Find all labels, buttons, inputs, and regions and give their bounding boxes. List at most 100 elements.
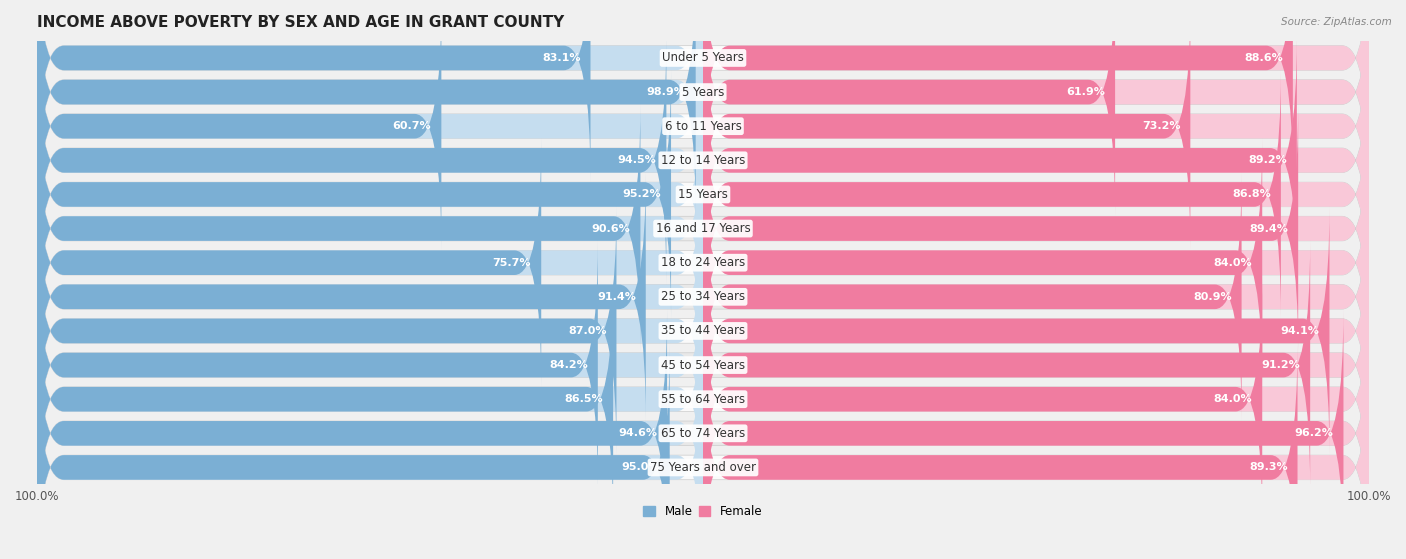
- FancyBboxPatch shape: [37, 105, 703, 353]
- Text: 65 to 74 Years: 65 to 74 Years: [661, 427, 745, 440]
- Text: 75 Years and over: 75 Years and over: [650, 461, 756, 474]
- FancyBboxPatch shape: [703, 241, 1310, 489]
- FancyBboxPatch shape: [37, 309, 666, 557]
- FancyBboxPatch shape: [37, 173, 703, 421]
- Text: 91.2%: 91.2%: [1261, 360, 1301, 370]
- Text: 89.3%: 89.3%: [1249, 462, 1288, 472]
- Text: 12 to 14 Years: 12 to 14 Years: [661, 154, 745, 167]
- Text: 95.0%: 95.0%: [621, 462, 659, 472]
- Text: 95.2%: 95.2%: [623, 190, 661, 200]
- FancyBboxPatch shape: [703, 70, 1369, 319]
- Text: 94.5%: 94.5%: [617, 155, 657, 165]
- FancyBboxPatch shape: [37, 343, 1369, 559]
- FancyBboxPatch shape: [37, 105, 640, 353]
- FancyBboxPatch shape: [37, 0, 591, 182]
- FancyBboxPatch shape: [703, 2, 1369, 250]
- FancyBboxPatch shape: [37, 207, 1369, 455]
- FancyBboxPatch shape: [703, 309, 1369, 557]
- FancyBboxPatch shape: [703, 241, 1369, 489]
- FancyBboxPatch shape: [37, 241, 703, 489]
- Text: 5 Years: 5 Years: [682, 86, 724, 98]
- Text: Source: ZipAtlas.com: Source: ZipAtlas.com: [1281, 17, 1392, 27]
- FancyBboxPatch shape: [703, 0, 1115, 216]
- Text: 16 and 17 Years: 16 and 17 Years: [655, 222, 751, 235]
- FancyBboxPatch shape: [37, 207, 703, 455]
- FancyBboxPatch shape: [37, 275, 703, 523]
- FancyBboxPatch shape: [703, 207, 1369, 455]
- Text: 60.7%: 60.7%: [392, 121, 432, 131]
- Text: 84.0%: 84.0%: [1213, 394, 1253, 404]
- Text: 94.6%: 94.6%: [619, 428, 657, 438]
- FancyBboxPatch shape: [703, 207, 1330, 455]
- FancyBboxPatch shape: [703, 36, 1369, 285]
- Text: 73.2%: 73.2%: [1142, 121, 1181, 131]
- FancyBboxPatch shape: [37, 309, 703, 557]
- FancyBboxPatch shape: [37, 207, 616, 455]
- FancyBboxPatch shape: [37, 70, 1369, 319]
- Text: 75.7%: 75.7%: [492, 258, 531, 268]
- FancyBboxPatch shape: [703, 173, 1241, 421]
- Text: 25 to 34 Years: 25 to 34 Years: [661, 290, 745, 304]
- Text: 89.2%: 89.2%: [1249, 155, 1286, 165]
- FancyBboxPatch shape: [37, 105, 1369, 353]
- FancyBboxPatch shape: [703, 139, 1369, 387]
- Legend: Male, Female: Male, Female: [638, 500, 768, 523]
- Text: 88.6%: 88.6%: [1244, 53, 1282, 63]
- FancyBboxPatch shape: [703, 70, 1281, 319]
- FancyBboxPatch shape: [703, 343, 1369, 559]
- FancyBboxPatch shape: [37, 275, 613, 523]
- FancyBboxPatch shape: [37, 36, 1369, 285]
- Text: 80.9%: 80.9%: [1192, 292, 1232, 302]
- Text: 45 to 54 Years: 45 to 54 Years: [661, 358, 745, 372]
- FancyBboxPatch shape: [703, 105, 1369, 353]
- FancyBboxPatch shape: [37, 139, 1369, 387]
- FancyBboxPatch shape: [37, 139, 703, 387]
- FancyBboxPatch shape: [37, 2, 1369, 250]
- FancyBboxPatch shape: [703, 0, 1369, 216]
- FancyBboxPatch shape: [37, 36, 666, 285]
- Text: 96.2%: 96.2%: [1295, 428, 1333, 438]
- FancyBboxPatch shape: [703, 343, 1298, 559]
- FancyBboxPatch shape: [703, 36, 1296, 285]
- FancyBboxPatch shape: [37, 0, 703, 216]
- FancyBboxPatch shape: [37, 241, 1369, 489]
- Text: 84.2%: 84.2%: [550, 360, 588, 370]
- FancyBboxPatch shape: [703, 309, 1344, 557]
- FancyBboxPatch shape: [37, 343, 703, 559]
- Text: 87.0%: 87.0%: [568, 326, 606, 336]
- FancyBboxPatch shape: [37, 241, 598, 489]
- Text: 35 to 44 Years: 35 to 44 Years: [661, 324, 745, 338]
- FancyBboxPatch shape: [37, 343, 669, 559]
- Text: 89.4%: 89.4%: [1250, 224, 1288, 234]
- FancyBboxPatch shape: [703, 139, 1263, 387]
- Text: 86.8%: 86.8%: [1232, 190, 1271, 200]
- FancyBboxPatch shape: [37, 70, 671, 319]
- FancyBboxPatch shape: [703, 105, 1298, 353]
- Text: 15 Years: 15 Years: [678, 188, 728, 201]
- Text: 83.1%: 83.1%: [541, 53, 581, 63]
- FancyBboxPatch shape: [37, 309, 1369, 557]
- FancyBboxPatch shape: [703, 275, 1263, 523]
- Text: 18 to 24 Years: 18 to 24 Years: [661, 256, 745, 269]
- FancyBboxPatch shape: [37, 173, 645, 421]
- FancyBboxPatch shape: [37, 0, 1369, 216]
- FancyBboxPatch shape: [703, 2, 1191, 250]
- Text: 86.5%: 86.5%: [565, 394, 603, 404]
- Text: Under 5 Years: Under 5 Years: [662, 51, 744, 64]
- Text: 55 to 64 Years: 55 to 64 Years: [661, 392, 745, 406]
- FancyBboxPatch shape: [37, 2, 441, 250]
- Text: 61.9%: 61.9%: [1066, 87, 1105, 97]
- FancyBboxPatch shape: [37, 0, 696, 216]
- FancyBboxPatch shape: [37, 2, 703, 250]
- FancyBboxPatch shape: [37, 173, 1369, 421]
- Text: 6 to 11 Years: 6 to 11 Years: [665, 120, 741, 132]
- FancyBboxPatch shape: [37, 0, 703, 182]
- Text: INCOME ABOVE POVERTY BY SEX AND AGE IN GRANT COUNTY: INCOME ABOVE POVERTY BY SEX AND AGE IN G…: [37, 15, 564, 30]
- FancyBboxPatch shape: [37, 36, 703, 285]
- FancyBboxPatch shape: [37, 70, 703, 319]
- FancyBboxPatch shape: [703, 0, 1369, 182]
- Text: 90.6%: 90.6%: [592, 224, 630, 234]
- FancyBboxPatch shape: [37, 0, 1369, 182]
- FancyBboxPatch shape: [703, 173, 1369, 421]
- Text: 94.1%: 94.1%: [1281, 326, 1319, 336]
